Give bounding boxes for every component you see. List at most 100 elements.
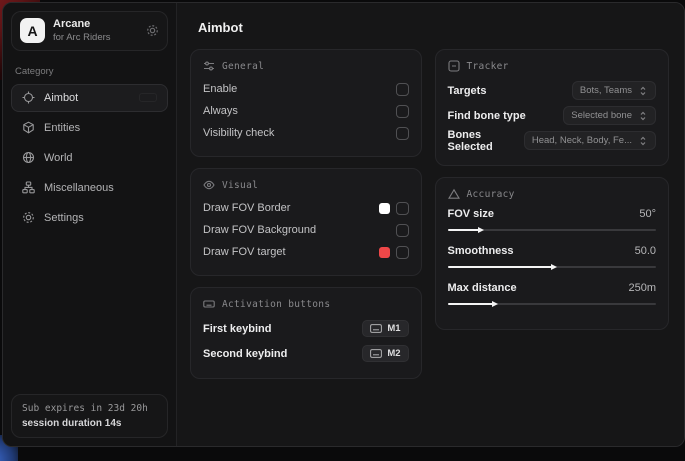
keybind-value: M1 [387, 323, 401, 334]
crosshair-icon [22, 91, 35, 104]
setting-row-fov-target: Draw FOV target [203, 241, 409, 263]
accuracy-card: Accuracy FOV size 50° [434, 177, 669, 330]
avatar: A [20, 18, 45, 44]
row-label: Smoothness [447, 245, 514, 257]
setting-row-smoothness: Smoothness 50.0 [447, 243, 656, 270]
sitemap-icon [22, 181, 35, 194]
setting-row-visibility-check: Visibility check [203, 122, 409, 144]
category-label: Category [15, 65, 54, 77]
unfold-icon [640, 86, 646, 95]
always-checkbox[interactable] [395, 104, 409, 118]
setting-row-bones-selected: Bones Selected Head, Neck, Body, Fe... [448, 128, 656, 153]
sidebar-item-label: Entities [44, 121, 81, 134]
keyboard-icon [203, 300, 215, 308]
sidebar-item-miscellaneous[interactable]: Miscellaneous [11, 174, 168, 202]
slider-value: 250m [628, 282, 656, 294]
slider-thumb[interactable] [492, 300, 499, 307]
unfold-icon [640, 111, 646, 120]
setting-row-fov-size: FOV size 50° [447, 206, 656, 233]
brand-title: Arcane [53, 18, 91, 30]
color-swatch-white[interactable] [378, 202, 390, 214]
setting-row-always: Always [203, 100, 409, 122]
keyboard-icon [370, 349, 383, 358]
setting-row-targets: Targets Bots, Teams [448, 78, 656, 103]
row-label: Max distance [447, 282, 517, 294]
card-title: Activation buttons [222, 298, 331, 310]
subscription-info: Sub expires in 23d 20h session duration … [11, 394, 168, 438]
first-keybind-button[interactable]: M1 [362, 320, 409, 337]
session-duration-text: session duration 14s [22, 418, 122, 429]
slider-thumb[interactable] [477, 226, 484, 233]
app-window: A Arcane for Arc Riders Category Aimbot [2, 2, 685, 447]
slider-thumb[interactable] [550, 263, 557, 270]
tracker-card: Tracker Targets Bots, Teams Find bone ty… [434, 49, 669, 166]
fov-target-checkbox[interactable] [395, 245, 409, 259]
sidebar-item-label: World [44, 151, 73, 164]
sub-expires-text: Sub expires in 23d 20h [22, 403, 148, 414]
sidebar-item-world[interactable]: World [11, 144, 168, 172]
page-title: Aimbot [198, 20, 243, 35]
setting-row-max-distance: Max distance 250m [447, 280, 656, 307]
fov-border-checkbox[interactable] [395, 201, 409, 215]
row-label: FOV size [447, 208, 494, 220]
setting-row-first-keybind: First keybind M1 [203, 316, 409, 341]
card-title: General [222, 60, 265, 72]
visibility-check-checkbox[interactable] [395, 126, 409, 140]
row-label: Visibility check [203, 127, 275, 139]
general-card: General Enable Always Visibility check [190, 49, 422, 157]
target-box-icon [447, 60, 460, 72]
keybind-value: M2 [387, 348, 401, 359]
setting-row-enable: Enable [203, 78, 409, 100]
smoothness-slider[interactable] [447, 263, 656, 270]
color-swatch-red[interactable] [378, 246, 390, 258]
select-value: Selected bone [571, 110, 632, 121]
sidebar-item-settings[interactable]: Settings [11, 204, 168, 232]
card-title: Accuracy [466, 188, 515, 200]
sidebar-nav: Aimbot Entities World Miscellaneous [11, 83, 168, 232]
select-value: Head, Neck, Body, Fe... [531, 135, 632, 146]
active-item-hint [139, 93, 157, 103]
sidebar-item-label: Miscellaneous [44, 181, 114, 194]
enable-checkbox[interactable] [395, 82, 409, 96]
sidebar-item-entities[interactable]: Entities [11, 114, 168, 142]
sidebar-item-label: Aimbot [44, 91, 79, 104]
slider-value: 50° [639, 208, 656, 220]
targets-select[interactable]: Bots, Teams [571, 81, 656, 100]
find-bone-type-select[interactable]: Selected bone [563, 106, 656, 125]
row-label: Always [203, 105, 238, 117]
select-value: Bots, Teams [579, 85, 632, 96]
cube-icon [23, 121, 34, 134]
gear-icon [23, 212, 34, 223]
bones-selected-select[interactable]: Head, Neck, Body, Fe... [523, 131, 656, 150]
max-distance-slider[interactable] [447, 300, 656, 307]
sidebar-item-aimbot[interactable]: Aimbot [11, 83, 168, 112]
sidebar-item-label: Settings [44, 211, 84, 224]
row-label: Second keybind [203, 347, 288, 360]
keyboard-icon [370, 324, 383, 333]
fov-size-slider[interactable] [447, 226, 656, 233]
setting-row-second-keybind: Second keybind M2 [203, 341, 409, 366]
row-label: Find bone type [447, 109, 526, 122]
card-title: Visual [222, 179, 259, 191]
row-label: Draw FOV Border [203, 202, 291, 214]
card-title: Tracker [466, 60, 509, 72]
sidebar: A Arcane for Arc Riders Category Aimbot [3, 3, 177, 446]
row-label: First keybind [203, 322, 272, 335]
second-keybind-button[interactable]: M2 [362, 345, 409, 362]
row-label: Draw FOV Background [203, 224, 317, 236]
row-label: Draw FOV target [203, 246, 286, 258]
globe-icon [22, 152, 35, 164]
activation-card: Activation buttons First keybind M1 Seco… [190, 287, 422, 379]
unfold-icon [640, 136, 646, 145]
setting-row-fov-border: Draw FOV Border [203, 197, 409, 219]
row-label: Enable [203, 83, 238, 95]
setting-row-fov-background: Draw FOV Background [203, 219, 409, 241]
sliders-icon [204, 61, 214, 71]
eye-icon [203, 180, 215, 190]
setting-row-find-bone-type: Find bone type Selected bone [448, 103, 656, 128]
fov-background-checkbox[interactable] [395, 223, 409, 237]
row-label: Bones Selected [447, 128, 493, 153]
gear-icon[interactable] [146, 24, 159, 37]
slider-value: 50.0 [634, 245, 656, 257]
brand-card: A Arcane for Arc Riders [11, 11, 168, 51]
